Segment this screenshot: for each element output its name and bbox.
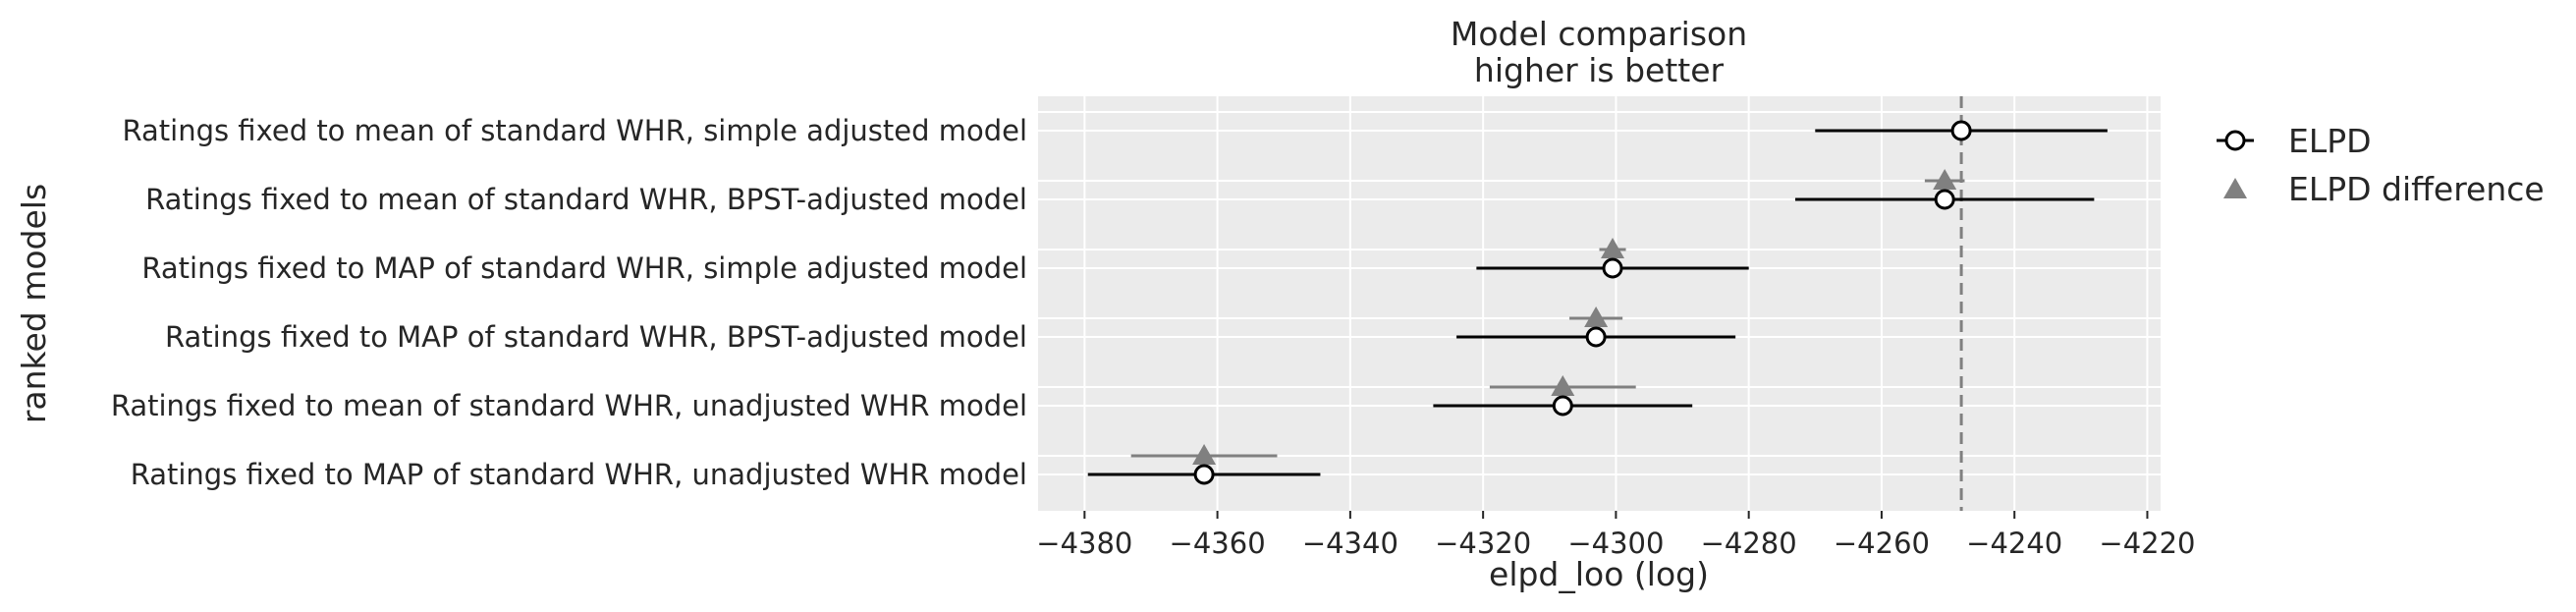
elpd-point <box>1934 189 1955 210</box>
elpd-point <box>1585 326 1607 348</box>
elpd-point <box>1193 464 1215 485</box>
x-tick-label: −4340 <box>1302 527 1398 560</box>
elpd-difference-point <box>1601 238 1625 258</box>
x-tick-label: −4240 <box>1966 527 2062 560</box>
plot-background <box>1038 96 2161 511</box>
x-axis-label: elpd_loo (log) <box>1489 555 1709 593</box>
elpd-difference-point <box>1551 375 1575 396</box>
model-label: Ratings fixed to MAP of standard WHR, BP… <box>165 320 1027 354</box>
chart-title: Model comparison <box>1451 15 1747 53</box>
elpd-difference-point <box>1192 444 1217 465</box>
elpd-point <box>1950 120 1972 141</box>
model-label: Ratings fixed to MAP of standard WHR, un… <box>131 458 1027 491</box>
x-tick-label: −4220 <box>2099 527 2195 560</box>
x-tick-label: −4360 <box>1170 527 1266 560</box>
model-label: Ratings fixed to MAP of standard WHR, si… <box>141 251 1027 285</box>
elpd-point <box>1552 395 1573 417</box>
legend-elpd-label: ELPD <box>2288 122 2372 160</box>
x-tick-labels: −4380 −4360 −4340 −4320 −4300 −4280 −4260 −4240… <box>1036 511 2196 560</box>
model-label: Ratings fixed to mean of standard WHR, B… <box>145 183 1027 216</box>
legend-elpd-marker <box>2224 130 2246 151</box>
legend-difference-label: ELPD difference <box>2288 170 2545 208</box>
x-tick-label: −4280 <box>1701 527 1797 560</box>
x-tick-label: −4260 <box>1834 527 1930 560</box>
x-tick-label: −4320 <box>1435 527 1531 560</box>
y-axis-label: ranked models <box>15 184 53 423</box>
model-label: Ratings fixed to mean of standard WHR, s… <box>122 114 1027 147</box>
model-labels: Ratings fixed to mean of standard WHR, s… <box>111 114 1027 491</box>
chart-subtitle: higher is better <box>1474 51 1725 89</box>
elpd-difference-point <box>1933 169 1957 190</box>
x-tick-label: −4300 <box>1567 527 1664 560</box>
data-marks <box>1087 120 2108 485</box>
legend-difference-marker <box>2223 178 2247 198</box>
legend: ELPD ELPD difference <box>2217 122 2545 208</box>
model-label: Ratings fixed to mean of standard WHR, u… <box>111 389 1027 422</box>
elpd-point <box>1602 257 1623 279</box>
elpd-difference-point <box>1584 306 1609 327</box>
x-tick-label: −4380 <box>1036 527 1132 560</box>
